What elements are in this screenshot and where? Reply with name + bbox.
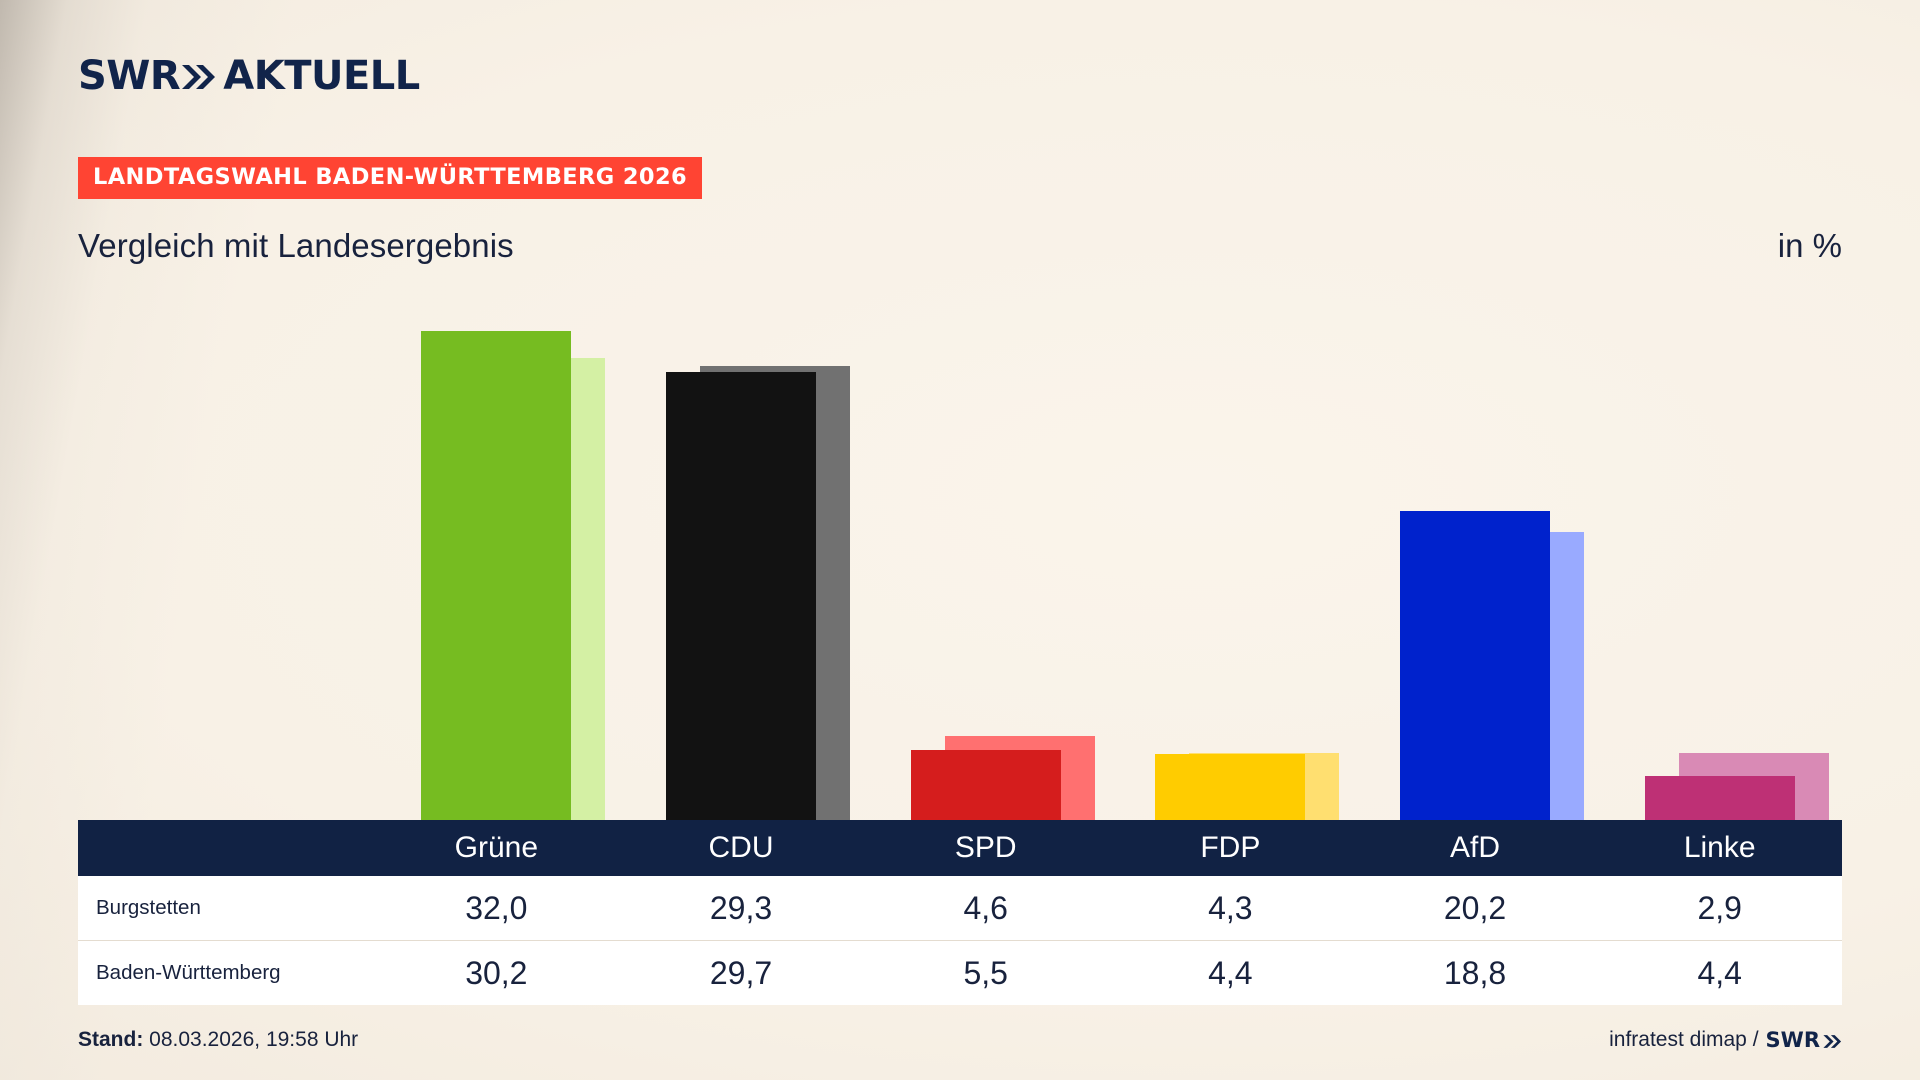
bar-group-cdu <box>619 300 864 820</box>
swr-aktuell-logo: SWR AKTUELL <box>78 56 420 96</box>
cell-cdu-r1: 29,7 <box>709 955 773 991</box>
row-label: Burgstetten <box>96 895 201 919</box>
cell-afd-r1: 18,8 <box>1443 955 1507 991</box>
election-badge: LANDTAGSWAHL BADEN-WÜRTTEMBERG 2026 <box>78 157 703 199</box>
column-header-grüne: Grüne <box>454 831 539 864</box>
cell-spd-r0: 4,6 <box>963 890 1008 926</box>
brand-product: AKTUELL <box>223 53 420 99</box>
footer: Stand: 08.03.2026, 19:58 Uhr infratest d… <box>78 1028 1842 1052</box>
bar-group-grüne <box>374 300 619 820</box>
results-table: Grüne CDU SPD FDP AfD Linke Burgstetten 32,0 29,… <box>78 820 1842 1005</box>
double-chevron-right-icon <box>1823 1034 1842 1049</box>
page-subtitle: Vergleich mit Landesergebnis <box>78 227 514 264</box>
table-corner-cell <box>78 820 374 876</box>
bar-local-grüne <box>421 331 572 820</box>
double-chevron-right-icon <box>182 63 216 91</box>
bar-group-linke <box>1597 300 1842 820</box>
table-header-row: Grüne CDU SPD FDP AfD Linke <box>78 820 1842 876</box>
cell-linke-r0: 2,9 <box>1697 890 1742 926</box>
column-header-linke: Linke <box>1683 831 1756 864</box>
cell-linke-r1: 4,4 <box>1697 955 1742 991</box>
bar-local-linke <box>1644 776 1795 820</box>
bar-local-fdp <box>1155 754 1306 820</box>
timestamp-label: Stand: <box>78 1028 144 1051</box>
timestamp: Stand: 08.03.2026, 19:58 Uhr <box>78 1028 358 1052</box>
bar-group-spd <box>863 300 1108 820</box>
column-header-fdp: FDP <box>1200 831 1261 864</box>
bar-local-spd <box>910 750 1061 820</box>
cell-afd-r0: 20,2 <box>1443 890 1507 926</box>
bar-local-cdu <box>665 372 816 820</box>
cell-grüne-r0: 32,0 <box>465 890 528 926</box>
source-broadcaster-name: SWR <box>1765 1028 1820 1052</box>
bar-group-afd <box>1353 300 1598 820</box>
source-credit: infratest dimap / SWR <box>1609 1028 1842 1052</box>
bar-group-fdp <box>1108 300 1353 820</box>
cell-fdp-r1: 4,4 <box>1208 955 1253 991</box>
table-row: Burgstetten 32,0 29,3 4,6 4,3 20,2 2,9 <box>78 876 1842 941</box>
cell-spd-r1: 5,5 <box>963 955 1008 991</box>
column-header-spd: SPD <box>954 831 1017 864</box>
row-label: Baden-Württemberg <box>96 960 281 984</box>
bar-chart <box>78 300 1842 820</box>
source-institute: infratest dimap / <box>1609 1028 1759 1051</box>
brand-name: SWR <box>78 53 181 99</box>
bar-local-afd <box>1399 511 1550 820</box>
cell-grüne-r1: 30,2 <box>465 955 528 991</box>
cell-fdp-r0: 4,3 <box>1208 890 1253 926</box>
source-broadcaster: SWR <box>1766 1028 1842 1052</box>
column-header-cdu: CDU <box>708 831 774 864</box>
table-row: Baden-Württemberg 30,2 29,7 5,5 4,4 18,8 4,4 <box>78 941 1842 1005</box>
column-header-afd: AfD <box>1450 831 1501 864</box>
unit-label: in % <box>1777 227 1842 264</box>
timestamp-value: 08.03.2026, 19:58 Uhr <box>149 1028 359 1051</box>
cell-cdu-r0: 29,3 <box>709 890 773 926</box>
